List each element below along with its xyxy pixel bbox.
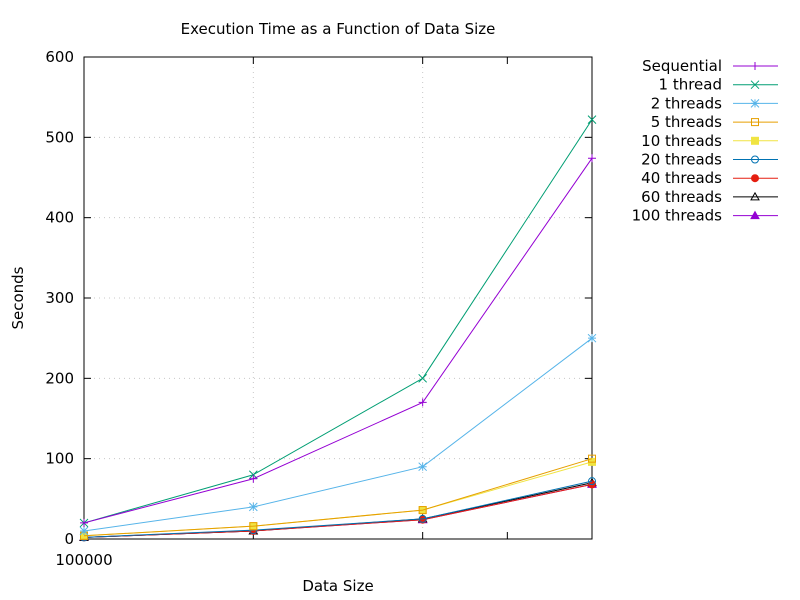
y-tick-label: 0 bbox=[64, 530, 74, 548]
legend-item-sequential: Sequential bbox=[642, 57, 778, 75]
series-line-100-threads bbox=[83, 483, 593, 538]
legend-marker bbox=[751, 136, 759, 145]
legend-marker bbox=[750, 80, 760, 90]
x-axis-label: Data Size bbox=[302, 577, 373, 595]
legend-item-20-threads: 20 threads bbox=[641, 151, 778, 169]
data-point bbox=[418, 373, 428, 383]
legend-label: 60 threads bbox=[641, 188, 722, 206]
legend-marker bbox=[751, 155, 759, 164]
y-tick-label: 300 bbox=[45, 289, 74, 307]
y-axis-label: Seconds bbox=[9, 266, 27, 329]
legend-label: 20 threads bbox=[641, 151, 722, 169]
series-line-40-threads bbox=[83, 483, 593, 538]
legend-item-60-threads: 60 threads bbox=[641, 188, 778, 206]
y-tick-label: 600 bbox=[45, 48, 74, 66]
series-group bbox=[79, 115, 597, 542]
legend-marker bbox=[751, 62, 759, 70]
legend-marker bbox=[751, 118, 759, 127]
y-tick-label: 500 bbox=[45, 128, 74, 146]
data-point bbox=[588, 454, 596, 463]
y-tick-label: 100 bbox=[45, 450, 74, 468]
series-line-sequential bbox=[83, 157, 593, 524]
data-point bbox=[248, 502, 258, 512]
data-point bbox=[249, 474, 258, 483]
legend-label: 1 thread bbox=[659, 76, 722, 94]
y-tick-label: 400 bbox=[45, 209, 74, 227]
legend-item-5-threads: 5 threads bbox=[651, 113, 778, 131]
y-tick-label: 200 bbox=[45, 369, 74, 387]
legend-item-40-threads: 40 threads bbox=[641, 169, 778, 187]
data-point bbox=[588, 477, 596, 486]
legend-label: Sequential bbox=[642, 57, 722, 75]
chart-title: Execution Time as a Function of Data Siz… bbox=[181, 20, 496, 38]
data-point bbox=[418, 462, 428, 472]
legend-item-10-threads: 10 threads bbox=[641, 132, 778, 150]
legend-label: 2 threads bbox=[651, 94, 722, 112]
data-point bbox=[418, 506, 427, 515]
x-axis: 100000 bbox=[55, 57, 593, 569]
legend-label: 10 threads bbox=[641, 132, 722, 150]
grid bbox=[84, 57, 592, 539]
legend-marker bbox=[751, 174, 759, 183]
legend-label: 5 threads bbox=[651, 113, 722, 131]
legend-item-100-threads: 100 threads bbox=[632, 207, 778, 225]
data-point bbox=[418, 514, 427, 523]
legend-label: 100 threads bbox=[632, 207, 723, 225]
legend-marker bbox=[750, 210, 760, 220]
data-point bbox=[418, 398, 427, 407]
data-point bbox=[587, 115, 597, 125]
series-line-60-threads bbox=[83, 482, 593, 538]
data-point bbox=[588, 154, 596, 163]
plot-frame bbox=[83, 56, 593, 540]
series-line-20-threads bbox=[83, 480, 593, 538]
series-line-2-threads bbox=[83, 337, 593, 532]
series-2-threads bbox=[79, 333, 597, 536]
x-tick-label: 100000 bbox=[55, 551, 112, 569]
legend-item-1-thread: 1 thread bbox=[659, 76, 778, 94]
legend-item-2-threads: 2 threads bbox=[651, 94, 778, 112]
legend-label: 40 threads bbox=[641, 169, 722, 187]
series-line-5-threads bbox=[83, 458, 593, 537]
legend-marker bbox=[750, 191, 760, 201]
legend-marker bbox=[750, 99, 760, 108]
data-point bbox=[80, 518, 88, 527]
series-line-1-thread bbox=[83, 119, 593, 524]
y-axis: 0 100 200 300 400 500 600 bbox=[45, 48, 592, 548]
data-point bbox=[249, 522, 258, 531]
series-sequential bbox=[80, 154, 596, 527]
data-point bbox=[79, 526, 89, 536]
data-point bbox=[587, 333, 597, 343]
series-1-thread bbox=[79, 115, 597, 528]
